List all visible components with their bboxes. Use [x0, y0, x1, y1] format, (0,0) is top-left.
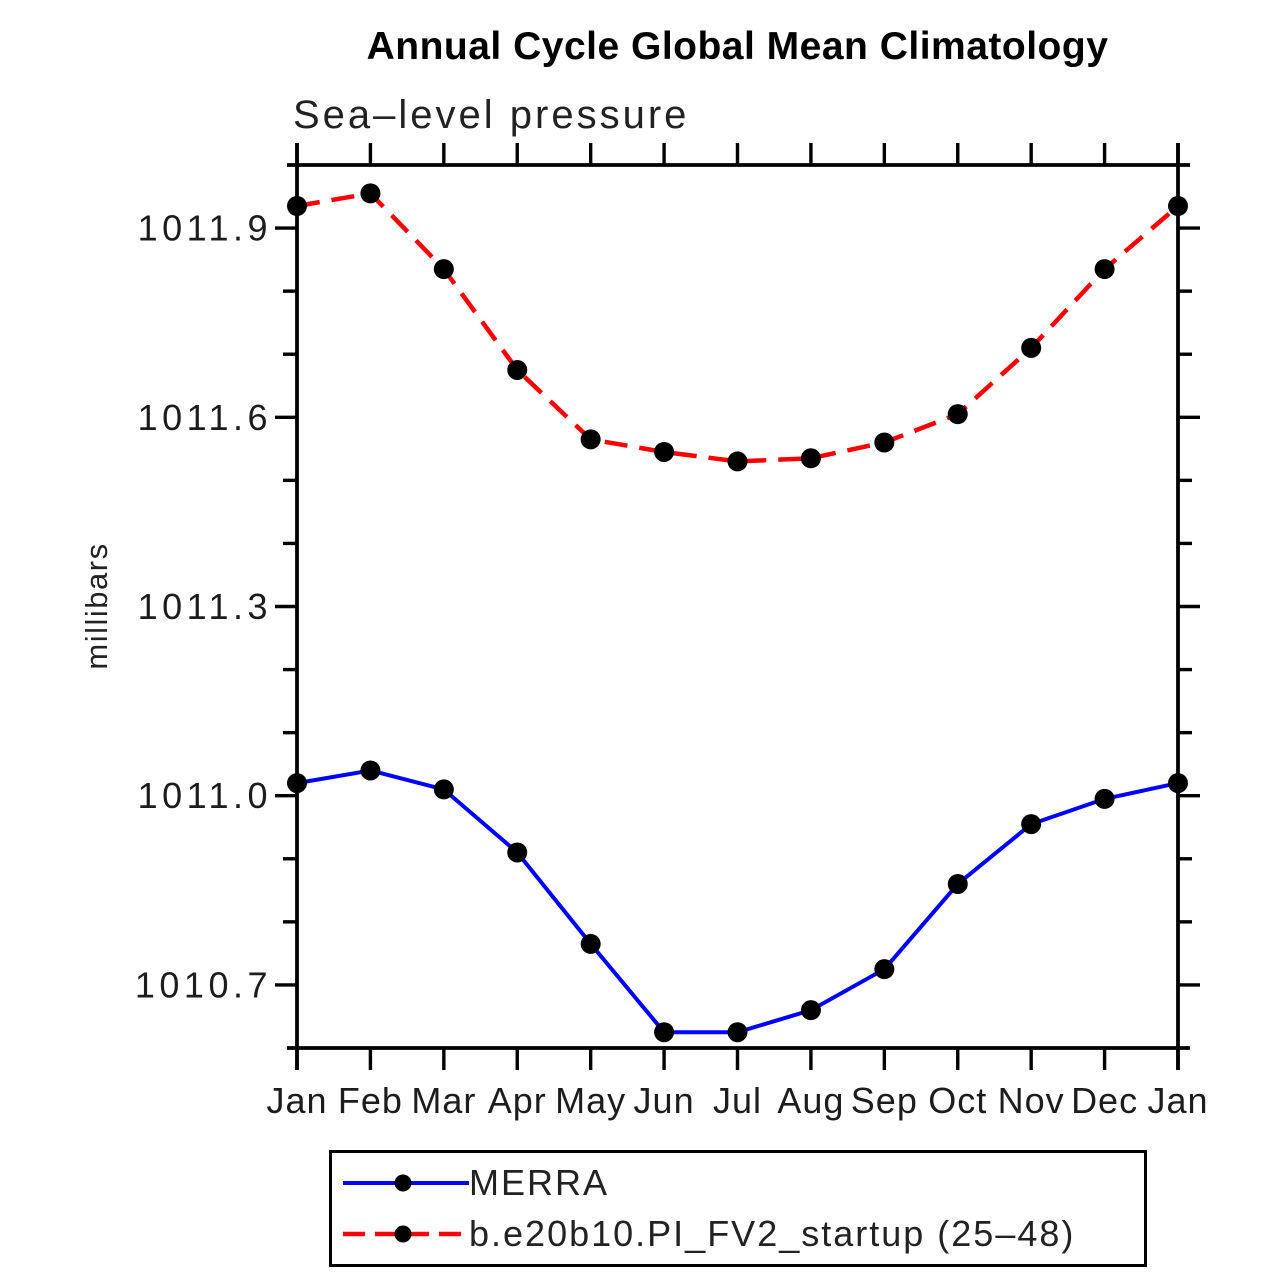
data-point-marker [1168, 195, 1188, 216]
x-tick-label: Jul [713, 1080, 762, 1121]
series-markers-1 [287, 183, 1188, 472]
y-tick-labels: 1010.7 1011.0 1011.3 1011.6 1011.9 [135, 208, 272, 1006]
x-tick-label: Mar [411, 1080, 476, 1121]
data-point-marker [507, 842, 528, 863]
data-point-marker [433, 259, 454, 280]
data-point-marker [507, 359, 528, 380]
data-point-marker [874, 432, 895, 453]
data-point-marker [360, 760, 381, 781]
x-tick-label: Jan [266, 1080, 327, 1121]
legend-sample-marker [394, 1225, 412, 1243]
data-point-marker [1094, 788, 1115, 809]
data-point-marker [433, 779, 454, 800]
x-tick-label: Aug [777, 1080, 844, 1121]
data-point-marker [287, 195, 307, 216]
legend-sample-marker [394, 1174, 412, 1192]
y-tick-label: 1011.3 [138, 586, 272, 627]
legend-label-model: b.e20b10.PI_FV2_startup (25–48) [469, 1212, 1076, 1254]
data-point-marker [654, 1022, 675, 1043]
x-tick-label: Feb [338, 1080, 403, 1121]
data-point-marker [1021, 814, 1042, 835]
legend-label-merra: MERRA [469, 1162, 610, 1204]
data-point-marker [800, 1000, 821, 1021]
data-point-marker [800, 448, 821, 469]
x-tick-label: Apr [488, 1080, 547, 1121]
series-markers-0 [287, 760, 1188, 1043]
y-tick-label: 1011.9 [138, 208, 272, 249]
x-tick-labels: Jan Feb Mar Apr May Jun Jul Aug Sep Oct Nov Dec Jan [266, 1080, 1208, 1121]
data-point-marker [1094, 259, 1115, 280]
y-tick-label: 1011.0 [138, 775, 272, 816]
data-point-marker [580, 933, 601, 954]
y-axis-ticks [275, 226, 1200, 987]
chart-subtitle: Sea–level pressure [293, 93, 690, 137]
axes [287, 143, 1190, 1070]
chart-title: Annual Cycle Global Mean Climatology [366, 25, 1109, 68]
data-point-marker [874, 959, 895, 980]
series-line-0 [296, 768, 1179, 1035]
x-tick-label: Sep [851, 1080, 918, 1121]
x-tick-label: Nov [998, 1080, 1065, 1121]
x-tick-label: Jun [634, 1080, 695, 1121]
x-tick-label: Jan [1147, 1080, 1208, 1121]
legend-item-merra: MERRA [339, 1158, 1144, 1209]
x-tick-label: Oct [928, 1080, 987, 1121]
legend-item-model: b.e20b10.PI_FV2_startup (25–48) [339, 1209, 1144, 1260]
legend-line-sample-merra [343, 1174, 469, 1192]
series-line-1 [296, 190, 1180, 464]
y-tick-label: 1011.6 [138, 397, 272, 438]
data-point-marker [1021, 337, 1042, 358]
x-tick-label: May [555, 1080, 626, 1121]
x-tick-label: Dec [1071, 1080, 1138, 1121]
data-point-marker [727, 451, 748, 472]
legend-box: MERRA b.e20b10.PI_FV2_startup (25–48) [329, 1150, 1147, 1267]
data-point-marker [654, 441, 675, 462]
data-point-marker [580, 429, 601, 450]
legend-line-sample-model [343, 1225, 469, 1243]
data-point-marker [1168, 773, 1188, 794]
data-point-marker [947, 874, 968, 895]
data-point-marker [947, 404, 968, 425]
data-point-marker [287, 773, 307, 794]
y-tick-label: 1010.7 [135, 964, 272, 1005]
data-point-marker [360, 183, 381, 204]
x-axis-ticks [295, 143, 1180, 1070]
data-point-marker [727, 1022, 748, 1043]
